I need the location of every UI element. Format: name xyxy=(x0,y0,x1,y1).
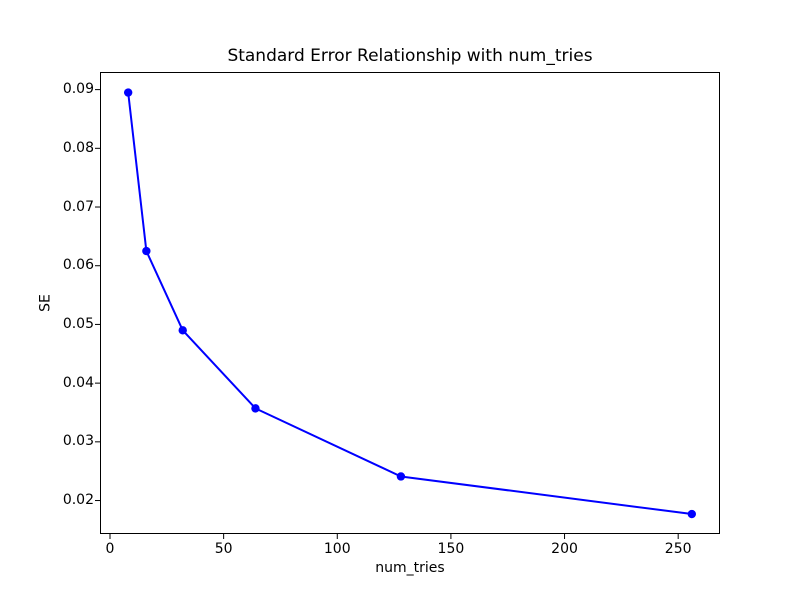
x-tick-label: 100 xyxy=(323,541,351,557)
x-tick-label: 150 xyxy=(437,541,465,557)
y-tick-label: 0.04 xyxy=(62,374,94,391)
x-tick-label: 250 xyxy=(664,541,692,557)
x-axis-label: num_tries xyxy=(375,560,445,576)
y-axis-label: SE xyxy=(37,294,54,312)
data-point-marker xyxy=(123,88,133,97)
data-point-marker xyxy=(396,472,406,481)
y-tick-label: 0.08 xyxy=(62,139,94,156)
y-tick-label: 0.09 xyxy=(62,81,94,98)
y-tick-label: 0.03 xyxy=(62,433,94,450)
data-point-marker xyxy=(251,404,260,413)
chart-title: Standard Error Relationship with num_tri… xyxy=(227,46,593,66)
data-point-marker xyxy=(142,246,151,256)
x-tick-label: 200 xyxy=(551,541,578,557)
se-line-series xyxy=(127,92,692,516)
y-tick-label: 0.05 xyxy=(62,315,94,332)
data-point-marker xyxy=(687,509,697,519)
x-tick-label: 0 xyxy=(105,541,115,557)
y-tick-label: 0.07 xyxy=(62,198,94,215)
data-point-marker xyxy=(178,326,187,335)
y-tick-label: 0.02 xyxy=(62,492,94,509)
axes-frame xyxy=(100,72,720,534)
y-tick-label: 0.06 xyxy=(62,257,94,274)
x-tick-label: 50 xyxy=(214,541,233,557)
